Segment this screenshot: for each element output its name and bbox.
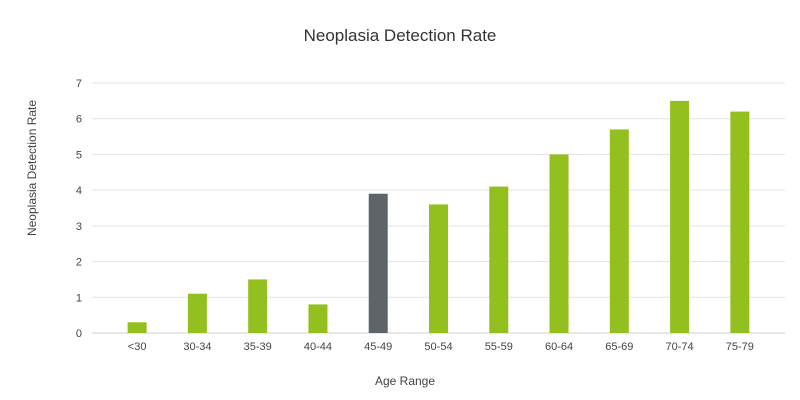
x-tick-label: 75-79: [726, 341, 754, 353]
bar-75-79: [730, 111, 750, 333]
bar-30-34: [187, 293, 207, 333]
x-tick-label: 40-44: [304, 341, 332, 353]
y-tick-label: 3: [76, 221, 82, 233]
y-axis-label: Neoplasia Detection Rate: [25, 100, 39, 236]
bar-40-44: [308, 304, 328, 333]
x-tick-label: 55-59: [485, 341, 513, 353]
x-tick-label: 45-49: [364, 341, 392, 353]
x-axis-label: Age Range: [375, 374, 435, 388]
y-tick-label: 5: [76, 149, 82, 161]
y-tick-labels: 0 1 2 3 4 5 6 7: [76, 78, 82, 340]
x-tick-label: 70-74: [666, 341, 694, 353]
chart-title: Neoplasia Detection Rate: [304, 26, 497, 45]
bar-35-39: [248, 279, 268, 333]
x-tick-label: <30: [128, 341, 147, 353]
bar-60-64: [549, 154, 569, 333]
x-tick-label: 35-39: [244, 341, 272, 353]
y-tick-label: 6: [76, 114, 82, 126]
y-tick-label: 1: [76, 292, 82, 304]
bar-50-54: [429, 204, 448, 333]
bar-<30: [127, 322, 147, 333]
x-tick-labels: <30 30-34 35-39 40-44 45-49 50-54 55-59 60-64 65…: [128, 341, 754, 353]
bar-70-74: [670, 100, 690, 333]
y-tick-label: 7: [76, 78, 82, 90]
bars: [127, 100, 750, 333]
x-tick-label: 50-54: [424, 341, 452, 353]
y-tick-label: 0: [76, 328, 82, 340]
bar-65-69: [609, 129, 629, 333]
bar-55-59: [489, 186, 509, 333]
bar-45-49: [368, 193, 388, 333]
x-tick-label: 60-64: [545, 341, 573, 353]
y-tick-label: 4: [76, 185, 82, 197]
y-tick-label: 2: [76, 257, 82, 269]
x-tick-label: 65-69: [605, 341, 633, 353]
x-tick-label: 30-34: [183, 341, 211, 353]
